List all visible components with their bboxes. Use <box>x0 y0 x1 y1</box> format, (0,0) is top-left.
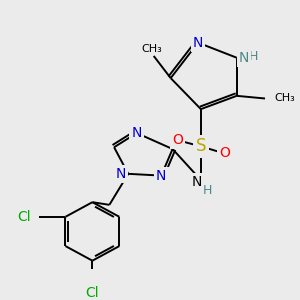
Text: O: O <box>219 146 230 161</box>
Text: N: N <box>131 126 142 140</box>
Text: CH₃: CH₃ <box>274 94 295 103</box>
Text: CH₃: CH₃ <box>141 44 162 54</box>
Text: Cl: Cl <box>17 210 31 224</box>
Text: N: N <box>193 36 203 50</box>
Text: N: N <box>156 169 166 183</box>
Text: N: N <box>192 175 202 189</box>
Text: H: H <box>249 50 258 63</box>
Text: S: S <box>196 137 206 155</box>
Text: O: O <box>172 133 183 147</box>
Text: N: N <box>238 51 249 65</box>
Text: Cl: Cl <box>85 286 99 300</box>
Text: N: N <box>116 167 126 181</box>
Text: H: H <box>203 184 212 197</box>
